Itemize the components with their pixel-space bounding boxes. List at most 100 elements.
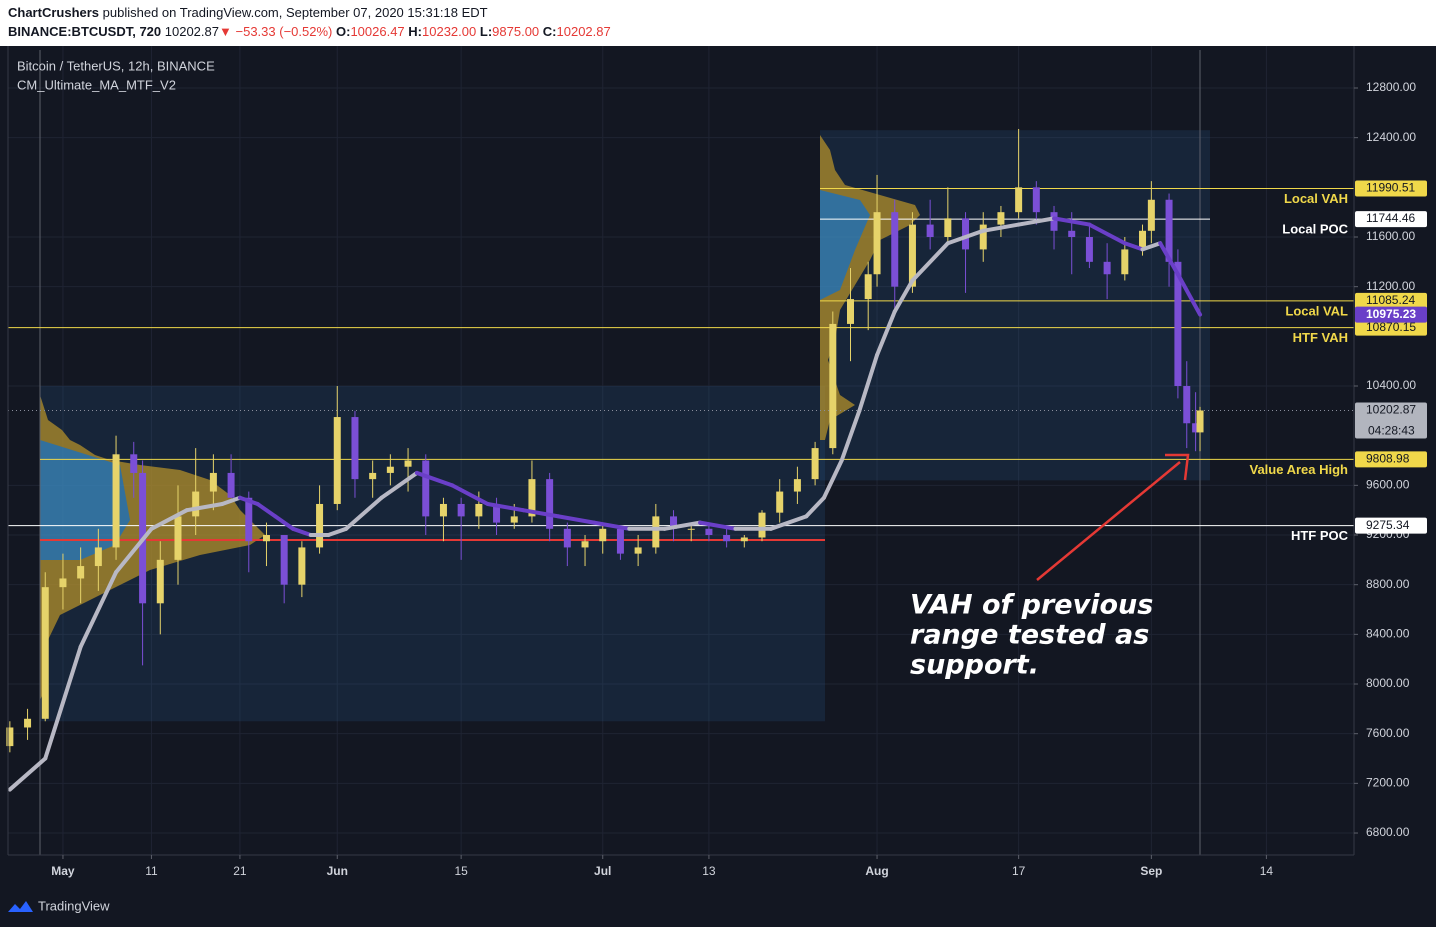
price-tag xyxy=(1355,211,1427,228)
level-label: Local POC xyxy=(1282,222,1348,237)
price-tag xyxy=(1355,451,1427,468)
x-tick-label: Jul xyxy=(594,864,611,878)
candle-body xyxy=(926,224,934,238)
x-tick-label: Jun xyxy=(327,864,348,878)
close-label: C: xyxy=(543,24,557,39)
ma-segment xyxy=(1140,241,1163,252)
x-tick-label: 21 xyxy=(233,864,247,878)
low-label: L: xyxy=(480,24,492,39)
ma-segment xyxy=(1122,241,1145,252)
y-tick-label: 7600.00 xyxy=(1366,726,1410,740)
candle-body xyxy=(599,528,607,542)
price-tag xyxy=(1355,292,1427,309)
candle-body xyxy=(652,516,660,548)
candle-body xyxy=(1121,249,1129,275)
x-tick-label: 11 xyxy=(145,864,158,878)
ma-segment xyxy=(220,495,242,506)
ma-segment xyxy=(149,508,189,531)
ma-segment xyxy=(768,514,809,531)
price-tag xyxy=(1355,319,1427,336)
ma-segment xyxy=(450,483,490,506)
ma-segment xyxy=(7,756,48,792)
level-label: HTF POC xyxy=(1291,528,1349,543)
last-price-tag xyxy=(1355,402,1427,439)
open: 10026.47 xyxy=(350,24,404,39)
brand: TradingView xyxy=(38,898,110,913)
candle-body xyxy=(979,224,987,250)
annotation: VAH of previous xyxy=(910,590,1153,621)
candle-body xyxy=(634,547,642,554)
candle-body xyxy=(280,535,288,585)
candles xyxy=(6,128,1204,753)
candle-body xyxy=(192,491,200,517)
candle-body xyxy=(546,479,554,529)
grid xyxy=(8,46,1354,855)
candle-body xyxy=(209,472,217,492)
price-tag-label: 11085.24 xyxy=(1366,293,1415,307)
candle-body xyxy=(1192,423,1200,433)
candle-body xyxy=(793,479,801,492)
candle-body xyxy=(41,587,49,719)
x-tick-label: 15 xyxy=(454,864,468,878)
ma-segment xyxy=(945,228,986,246)
annotation: range tested as xyxy=(910,620,1149,651)
candle-body xyxy=(298,547,306,585)
candle-body xyxy=(333,417,341,504)
candle-body xyxy=(1139,230,1147,250)
level-label: Local VAL xyxy=(1285,303,1348,318)
candle-body xyxy=(829,323,837,449)
ma-segment xyxy=(698,520,738,531)
annotation-arrow xyxy=(1036,461,1181,581)
ma-segment xyxy=(1158,241,1180,277)
candle-body xyxy=(439,503,447,517)
candle-body xyxy=(130,454,138,473)
high-label: H: xyxy=(408,24,422,39)
ma-segment xyxy=(591,520,632,531)
ma-tag xyxy=(1355,306,1427,323)
publisher: ChartCrushers xyxy=(8,5,99,20)
price-axis: 6800.00 7200.00 7600.00 8000.00 8400.00 8800.… xyxy=(7,46,1416,878)
candle-body xyxy=(873,212,881,275)
ma-tag-label: 10975.23 xyxy=(1366,307,1416,321)
local-value-area xyxy=(820,190,870,300)
open-label: O: xyxy=(336,24,350,39)
ma-segment xyxy=(981,222,1021,233)
candle-body xyxy=(475,503,483,517)
candle-body xyxy=(245,497,253,542)
indicator-name: CM_Ultimate_MA_MTF_V2 xyxy=(17,77,176,92)
candle-body xyxy=(404,460,412,467)
candle-body xyxy=(1165,199,1173,262)
ma-segment xyxy=(857,352,880,413)
annotation-arrowhead xyxy=(1165,453,1190,481)
ma-segment xyxy=(414,470,455,488)
level-label: Local VAH xyxy=(1284,191,1348,206)
ma-segment xyxy=(184,501,225,513)
countdown: 04:28:43 xyxy=(1368,424,1415,438)
last-price: 10202.87 xyxy=(165,24,219,39)
candle-body xyxy=(705,528,713,536)
candle-body xyxy=(891,212,899,287)
candle-body xyxy=(1032,187,1040,213)
price-tag-label: 9275.34 xyxy=(1366,518,1410,532)
price-tag xyxy=(1355,517,1427,534)
ma-segment xyxy=(78,570,119,649)
candle-body xyxy=(174,516,182,560)
y-tick-label: 11600.00 xyxy=(1366,229,1415,243)
candle-body xyxy=(1183,386,1191,424)
last-price-label: 10202.87 xyxy=(1366,403,1416,417)
header-line: ChartCrushers published on TradingView.c… xyxy=(8,5,488,20)
price-tag-label: 9808.98 xyxy=(1366,452,1410,466)
candle-body xyxy=(758,512,766,538)
candle-body xyxy=(369,472,377,480)
levels: Local VAH Local POC Local VAL HTF VAH Value … xyxy=(8,188,1354,543)
candle-body xyxy=(1068,230,1076,238)
candle-body xyxy=(6,727,14,747)
ma-segment xyxy=(521,508,561,519)
candle-body xyxy=(24,718,32,728)
level-label: Value Area High xyxy=(1250,462,1349,477)
candle-body xyxy=(1196,410,1204,433)
ma-segment xyxy=(875,309,897,357)
ma-segment xyxy=(662,520,703,531)
price-tag-label: 11744.46 xyxy=(1366,211,1415,225)
